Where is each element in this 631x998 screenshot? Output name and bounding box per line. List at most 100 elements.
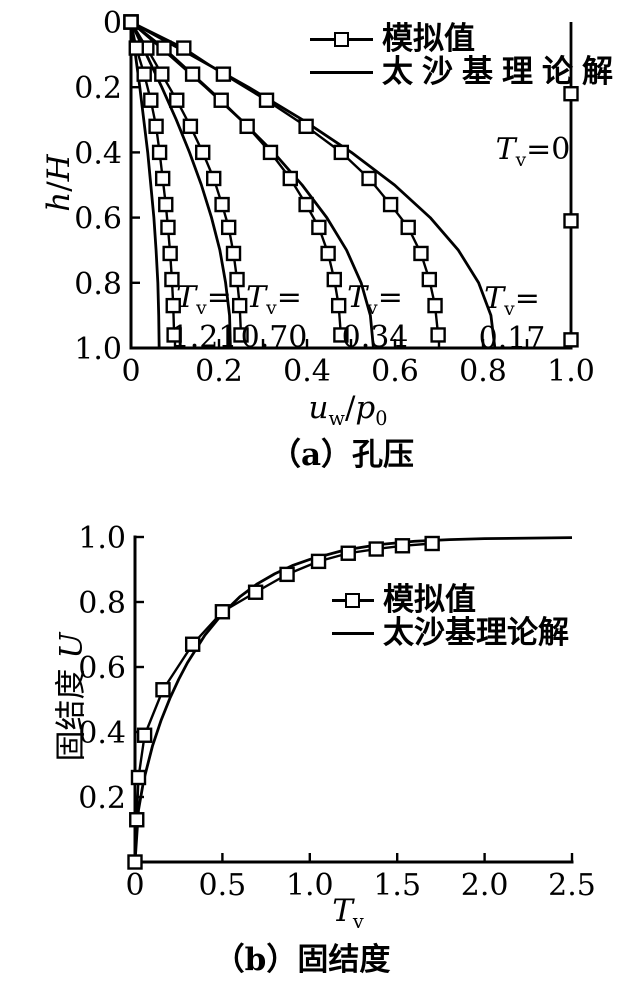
marker-square bbox=[158, 196, 174, 213]
y-tick-label: 0.6 bbox=[78, 651, 126, 686]
marker-square bbox=[311, 219, 327, 236]
x-tick-label: 0.2 bbox=[195, 354, 243, 389]
sim-line-marker-icon bbox=[332, 584, 374, 617]
chart-a-xlabel: uw/p0 bbox=[308, 390, 388, 431]
marker-square bbox=[368, 541, 384, 557]
marker-square bbox=[182, 118, 199, 135]
x-tick-label: 1.5 bbox=[373, 868, 421, 903]
legend-entry-sim: 模拟值 bbox=[332, 584, 569, 617]
marker-square bbox=[156, 40, 172, 56]
x-tick-label: 2.5 bbox=[548, 868, 596, 903]
marker-square bbox=[239, 118, 255, 135]
annotation-tv-0.34: Tv= 0.34 bbox=[341, 280, 409, 355]
marker-square bbox=[231, 297, 248, 314]
x-tick-label: 1.0 bbox=[286, 868, 334, 903]
marker-square bbox=[430, 327, 446, 343]
y-tick-label: 0.2 bbox=[78, 781, 126, 816]
marker-square bbox=[154, 170, 171, 187]
marker-square bbox=[136, 727, 153, 743]
legend-entry-theory: 太沙基理论解 bbox=[310, 56, 622, 89]
marker-square bbox=[162, 245, 178, 262]
marker-square bbox=[127, 854, 143, 870]
marker-square bbox=[394, 538, 411, 554]
marker-square bbox=[206, 170, 222, 187]
marker-square bbox=[563, 213, 579, 229]
x-tick-label: 0.6 bbox=[371, 354, 419, 389]
y-tick-label: 0.4 bbox=[78, 716, 126, 751]
x-tick-label: 2.0 bbox=[461, 868, 509, 903]
marker-square bbox=[169, 92, 185, 108]
marker-square bbox=[333, 327, 349, 343]
marker-square bbox=[195, 144, 211, 161]
y-tick-label: 0.4 bbox=[74, 136, 122, 171]
marker-square bbox=[298, 196, 314, 213]
marker-square bbox=[424, 535, 440, 552]
marker-square bbox=[155, 682, 171, 698]
x-tick-label: 0 bbox=[125, 868, 144, 903]
legend-theory-label: 太沙基理论解 bbox=[383, 615, 569, 651]
y-tick-label: 0.8 bbox=[78, 586, 126, 621]
marker-square bbox=[215, 66, 232, 82]
x-tick-label: 0 bbox=[121, 354, 140, 389]
marker-square bbox=[563, 332, 579, 348]
annotation-tv-1.21: Tv= 1.21 bbox=[170, 280, 238, 355]
marker-square bbox=[165, 297, 181, 314]
marker-square bbox=[220, 219, 237, 236]
marker-square bbox=[563, 86, 579, 102]
marker-square bbox=[129, 812, 145, 828]
marker-square bbox=[400, 219, 416, 236]
marker-square bbox=[333, 144, 350, 161]
marker-square bbox=[160, 219, 176, 236]
annotation-tv-0.17: Tv= 0.17 bbox=[478, 281, 546, 356]
marker-square bbox=[320, 245, 336, 262]
marker-square bbox=[262, 144, 279, 161]
annotation-tv-0.70: Tv= 0.70 bbox=[240, 280, 308, 355]
annotation-tv-0: Tv=0 bbox=[495, 132, 571, 172]
legend-entry-sim: 模拟值 bbox=[310, 23, 622, 56]
x-tick-label: 0.8 bbox=[459, 354, 507, 389]
theory-line-icon bbox=[310, 56, 373, 89]
marker-square bbox=[310, 553, 327, 570]
legend-entry-theory: 太沙基理论解 bbox=[332, 617, 569, 650]
x-tick-label: 0.4 bbox=[283, 354, 331, 389]
marker-square bbox=[128, 40, 144, 56]
x-tick-label: 1.0 bbox=[547, 354, 595, 389]
marker-square bbox=[136, 66, 152, 82]
x-tick-label: 0.5 bbox=[199, 868, 247, 903]
marker-square bbox=[326, 271, 342, 288]
marker-square bbox=[214, 604, 231, 620]
chart-b-legend: 模拟值 太沙基理论解 bbox=[332, 584, 569, 650]
marker-square bbox=[130, 769, 147, 786]
y-tick-label: 0.8 bbox=[74, 267, 122, 302]
marker-square bbox=[279, 566, 295, 583]
marker-square bbox=[148, 118, 164, 135]
marker-square bbox=[164, 271, 180, 288]
marker-square bbox=[166, 327, 182, 343]
legend-sim-label: 模拟值 bbox=[383, 582, 476, 618]
chart-a-legend: 模拟值 太沙基理论解 bbox=[310, 23, 622, 89]
y-tick-label: 0.6 bbox=[74, 202, 122, 237]
marker-square bbox=[382, 196, 399, 213]
marker-square bbox=[330, 297, 347, 314]
marker-square bbox=[233, 327, 249, 343]
marker-square bbox=[151, 144, 168, 161]
y-tick-label: 0.2 bbox=[74, 71, 122, 106]
theory-line-icon bbox=[332, 617, 374, 650]
legend-theory-label: 太沙基理论解 bbox=[382, 54, 622, 90]
chart-a-caption: （a）孔压 bbox=[269, 437, 415, 473]
marker-square bbox=[298, 118, 314, 135]
marker-square bbox=[225, 245, 242, 262]
marker-square bbox=[282, 170, 298, 187]
marker-square bbox=[184, 66, 201, 82]
y-tick-label: 1.0 bbox=[78, 521, 126, 556]
y-tick-label: 1.0 bbox=[74, 332, 122, 367]
chart-b-ylabel: 固结度 U bbox=[53, 632, 90, 762]
chart-a-ylabel: h/H bbox=[41, 154, 77, 212]
y-tick-label: 0 bbox=[103, 6, 122, 41]
legend-sim-label: 模拟值 bbox=[382, 21, 475, 57]
marker-square bbox=[229, 271, 245, 288]
marker-square bbox=[247, 584, 264, 600]
marker-square bbox=[258, 92, 275, 108]
marker-square bbox=[427, 297, 443, 314]
